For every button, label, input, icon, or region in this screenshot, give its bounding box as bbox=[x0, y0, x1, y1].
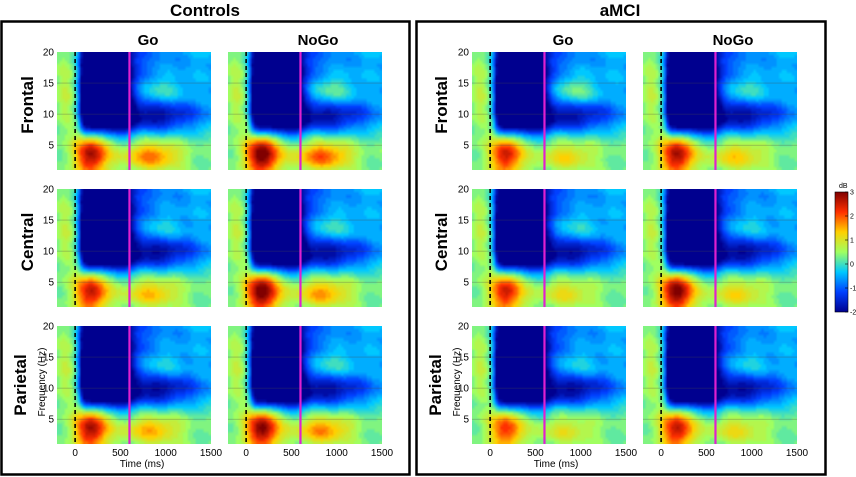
amci-frame bbox=[415, 20, 827, 476]
ytick-label: 15 bbox=[43, 79, 55, 90]
colorbar-tick-label: -2 bbox=[850, 310, 856, 317]
xtick-label: 1500 bbox=[615, 448, 638, 459]
heatmap-image bbox=[643, 189, 797, 307]
heatmap-image bbox=[228, 52, 382, 170]
ytick-label: 10 bbox=[458, 384, 470, 395]
heatmap-image bbox=[472, 326, 626, 444]
xtick-label: 1500 bbox=[200, 448, 223, 459]
row-label-controls-frontal: Frontal bbox=[18, 76, 37, 134]
xtick-label: 500 bbox=[283, 448, 300, 459]
ytick-label: 10 bbox=[458, 110, 470, 121]
xlabel-amci: Time (ms) bbox=[534, 459, 579, 470]
panel-amci-nogo-parietal bbox=[643, 326, 797, 444]
ytick-label: 5 bbox=[48, 141, 54, 152]
ylabel-controls: Frequency (Hz) bbox=[37, 348, 48, 417]
ytick-label: 15 bbox=[458, 216, 470, 227]
xtick-label: 1000 bbox=[155, 448, 178, 459]
panel-amci-go-central bbox=[472, 189, 626, 307]
cond-title-amci-go: Go bbox=[553, 32, 574, 49]
ytick-label: 10 bbox=[43, 247, 55, 258]
xtick-label: 1500 bbox=[371, 448, 394, 459]
xtick-label: 500 bbox=[527, 448, 544, 459]
ytick-label: 20 bbox=[458, 322, 470, 333]
colorbar-tick-label: -1 bbox=[850, 286, 856, 293]
heatmap-image bbox=[643, 52, 797, 170]
heatmap-image bbox=[228, 189, 382, 307]
ytick-label: 10 bbox=[458, 247, 470, 258]
ytick-label: 5 bbox=[463, 141, 469, 152]
row-label-amci-parietal: Parietal bbox=[426, 354, 445, 415]
ytick-label: 15 bbox=[43, 353, 55, 364]
xtick-label: 0 bbox=[658, 448, 664, 459]
ytick-label: 5 bbox=[48, 415, 54, 426]
cond-title-controls-go: Go bbox=[138, 32, 159, 49]
ytick-label: 20 bbox=[43, 48, 55, 59]
panel-amci-nogo-central bbox=[643, 189, 797, 307]
colorbar-tick-label: 2 bbox=[850, 214, 854, 221]
colorbar-bar bbox=[834, 191, 849, 313]
heatmap-image bbox=[643, 326, 797, 444]
group-title-controls: Controls bbox=[170, 1, 240, 20]
panel-amci-go-parietal bbox=[472, 326, 626, 444]
ytick-label: 15 bbox=[458, 353, 470, 364]
heatmap-image bbox=[57, 189, 211, 307]
colorbar-tick-label: 3 bbox=[850, 190, 854, 197]
panel-controls-nogo-frontal bbox=[228, 52, 382, 170]
xtick-label: 0 bbox=[72, 448, 78, 459]
ytick-label: 10 bbox=[43, 384, 55, 395]
ytick-label: 20 bbox=[43, 185, 55, 196]
ytick-label: 15 bbox=[458, 79, 470, 90]
ytick-label: 5 bbox=[48, 278, 54, 289]
ytick-label: 20 bbox=[458, 48, 470, 59]
heatmap-image bbox=[472, 189, 626, 307]
xtick-label: 0 bbox=[243, 448, 249, 459]
colorbar: dB -2 -1 0 1 2 3 bbox=[834, 183, 856, 317]
row-label-controls-parietal: Parietal bbox=[11, 354, 30, 415]
xtick-label: 1000 bbox=[741, 448, 764, 459]
colorbar-tick-label: 1 bbox=[850, 238, 854, 245]
cond-title-amci-nogo: NoGo bbox=[713, 32, 754, 49]
panel-controls-go-frontal bbox=[57, 52, 211, 170]
heatmap-image bbox=[228, 326, 382, 444]
xtick-label: 0 bbox=[487, 448, 493, 459]
row-label-amci-frontal: Frontal bbox=[432, 76, 451, 134]
group-title-amci: aMCI bbox=[600, 1, 641, 20]
ytick-label: 5 bbox=[463, 415, 469, 426]
ytick-label: 15 bbox=[43, 216, 55, 227]
panel-amci-nogo-frontal bbox=[643, 52, 797, 170]
panel-controls-go-central bbox=[57, 189, 211, 307]
ytick-label: 20 bbox=[458, 185, 470, 196]
ytick-label: 10 bbox=[43, 110, 55, 121]
panel-controls-go-parietal bbox=[57, 326, 211, 444]
heatmap-image bbox=[472, 52, 626, 170]
xlabel-controls: Time (ms) bbox=[120, 459, 165, 470]
controls-frame bbox=[0, 20, 411, 476]
ylabel-amci: Frequency (Hz) bbox=[452, 348, 463, 417]
ytick-label: 5 bbox=[463, 278, 469, 289]
xtick-label: 1000 bbox=[326, 448, 349, 459]
heatmap-image bbox=[57, 326, 211, 444]
panels-layer bbox=[57, 52, 797, 444]
xtick-label: 500 bbox=[698, 448, 715, 459]
panel-controls-nogo-parietal bbox=[228, 326, 382, 444]
xtick-label: 1500 bbox=[786, 448, 809, 459]
panel-amci-go-frontal bbox=[472, 52, 626, 170]
colorbar-tick-label: 0 bbox=[850, 262, 854, 269]
cond-title-controls-nogo: NoGo bbox=[298, 32, 339, 49]
row-label-controls-central: Central bbox=[18, 213, 37, 272]
xtick-label: 1000 bbox=[570, 448, 593, 459]
panel-controls-nogo-central bbox=[228, 189, 382, 307]
heatmap-image bbox=[57, 52, 211, 170]
ytick-label: 20 bbox=[43, 322, 55, 333]
xtick-label: 500 bbox=[112, 448, 129, 459]
colorbar-label: dB bbox=[839, 183, 848, 190]
row-label-amci-central: Central bbox=[432, 213, 451, 272]
